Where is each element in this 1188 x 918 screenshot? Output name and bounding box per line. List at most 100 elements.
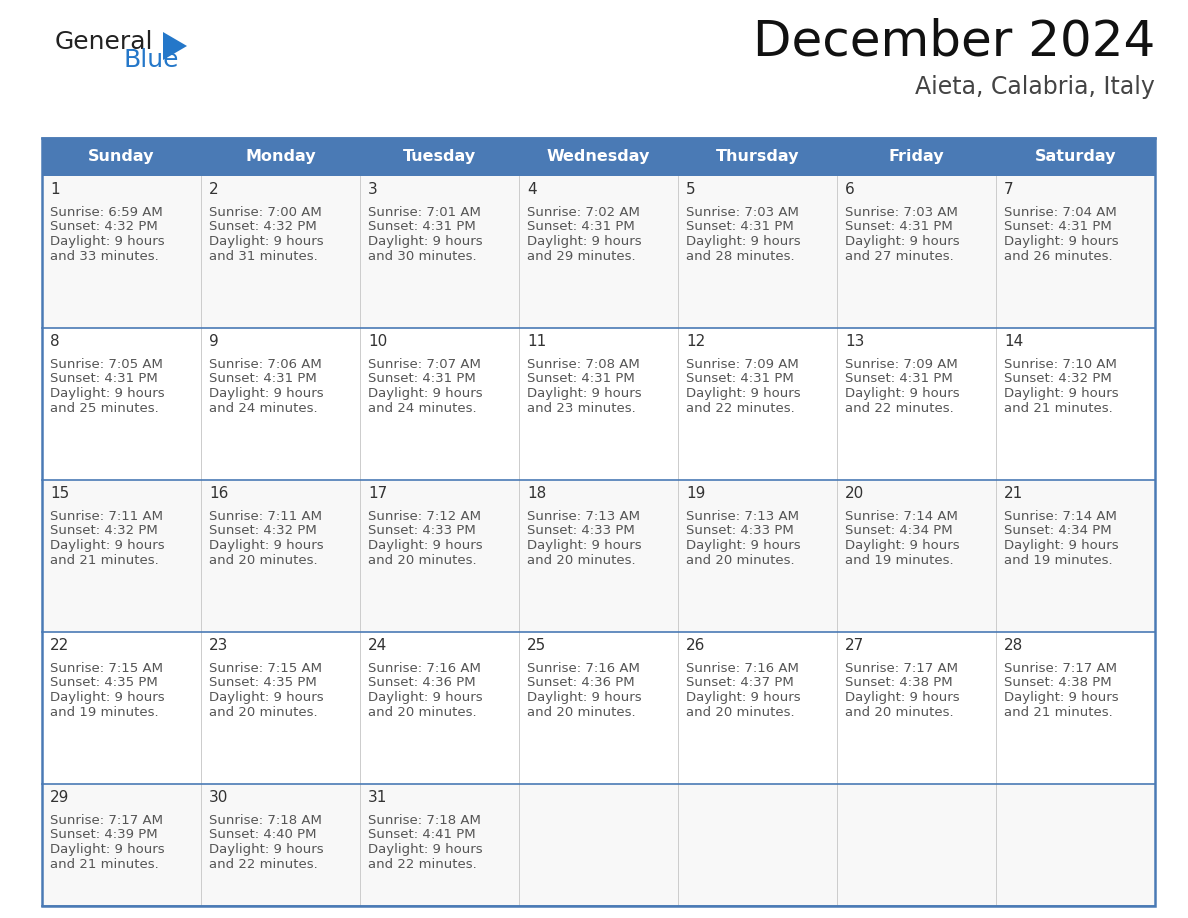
Text: 5: 5 [685, 182, 696, 197]
Text: and 27 minutes.: and 27 minutes. [845, 250, 954, 263]
Text: and 33 minutes.: and 33 minutes. [50, 250, 159, 263]
Text: and 26 minutes.: and 26 minutes. [1004, 250, 1113, 263]
Text: Sunrise: 7:18 AM: Sunrise: 7:18 AM [368, 814, 481, 827]
Text: Sunrise: 7:16 AM: Sunrise: 7:16 AM [685, 662, 798, 675]
Text: Sunset: 4:39 PM: Sunset: 4:39 PM [50, 829, 158, 842]
Text: and 31 minutes.: and 31 minutes. [209, 250, 317, 263]
Text: Sunset: 4:32 PM: Sunset: 4:32 PM [50, 220, 158, 233]
Text: 2: 2 [209, 182, 219, 197]
Bar [678, 138, 838, 176]
Text: 22: 22 [50, 638, 69, 653]
Text: 17: 17 [368, 486, 387, 501]
Bar [360, 138, 519, 176]
Text: Daylight: 9 hours: Daylight: 9 hours [845, 691, 960, 704]
Text: Sunset: 4:35 PM: Sunset: 4:35 PM [50, 677, 158, 689]
Text: and 19 minutes.: and 19 minutes. [50, 706, 159, 719]
Text: 16: 16 [209, 486, 228, 501]
Text: Sunrise: 7:01 AM: Sunrise: 7:01 AM [368, 206, 481, 219]
Text: Daylight: 9 hours: Daylight: 9 hours [527, 387, 642, 400]
Text: Daylight: 9 hours: Daylight: 9 hours [1004, 387, 1119, 400]
Text: Daylight: 9 hours: Daylight: 9 hours [209, 691, 323, 704]
Text: Sunrise: 7:05 AM: Sunrise: 7:05 AM [50, 358, 163, 371]
Text: Sunrise: 7:13 AM: Sunrise: 7:13 AM [527, 510, 640, 523]
Text: Sunrise: 7:11 AM: Sunrise: 7:11 AM [50, 510, 163, 523]
Text: Sunset: 4:38 PM: Sunset: 4:38 PM [1004, 677, 1112, 689]
Text: 20: 20 [845, 486, 864, 501]
Text: Sunset: 4:31 PM: Sunset: 4:31 PM [1004, 220, 1112, 233]
Text: Daylight: 9 hours: Daylight: 9 hours [209, 843, 323, 856]
Text: Sunrise: 7:16 AM: Sunrise: 7:16 AM [527, 662, 640, 675]
Bar [42, 784, 1155, 906]
Text: 6: 6 [845, 182, 854, 197]
Text: Thursday: Thursday [715, 150, 800, 164]
Text: Sunset: 4:34 PM: Sunset: 4:34 PM [1004, 524, 1112, 538]
Text: Sunset: 4:31 PM: Sunset: 4:31 PM [209, 373, 317, 386]
Text: Daylight: 9 hours: Daylight: 9 hours [368, 235, 482, 248]
Text: General: General [55, 30, 153, 54]
Text: Sunrise: 7:09 AM: Sunrise: 7:09 AM [845, 358, 958, 371]
Text: Sunrise: 7:00 AM: Sunrise: 7:00 AM [209, 206, 322, 219]
Text: 13: 13 [845, 334, 865, 349]
Text: Daylight: 9 hours: Daylight: 9 hours [685, 387, 801, 400]
Bar [519, 138, 678, 176]
Text: Sunset: 4:33 PM: Sunset: 4:33 PM [368, 524, 475, 538]
Text: Sunset: 4:31 PM: Sunset: 4:31 PM [845, 373, 953, 386]
Text: Daylight: 9 hours: Daylight: 9 hours [845, 539, 960, 552]
Text: Sunrise: 7:18 AM: Sunrise: 7:18 AM [209, 814, 322, 827]
Text: 28: 28 [1004, 638, 1023, 653]
Text: Daylight: 9 hours: Daylight: 9 hours [527, 539, 642, 552]
Text: Daylight: 9 hours: Daylight: 9 hours [50, 691, 165, 704]
Text: and 28 minutes.: and 28 minutes. [685, 250, 795, 263]
Text: Daylight: 9 hours: Daylight: 9 hours [368, 539, 482, 552]
Text: December 2024: December 2024 [753, 18, 1155, 66]
Bar [42, 138, 1155, 906]
Text: Sunset: 4:31 PM: Sunset: 4:31 PM [50, 373, 158, 386]
Text: Daylight: 9 hours: Daylight: 9 hours [1004, 539, 1119, 552]
Text: Sunrise: 7:15 AM: Sunrise: 7:15 AM [50, 662, 163, 675]
Text: Daylight: 9 hours: Daylight: 9 hours [368, 387, 482, 400]
Text: and 23 minutes.: and 23 minutes. [527, 401, 636, 415]
Text: Sunset: 4:32 PM: Sunset: 4:32 PM [209, 524, 317, 538]
Text: Monday: Monday [245, 150, 316, 164]
Bar [838, 138, 996, 176]
Text: Sunset: 4:33 PM: Sunset: 4:33 PM [685, 524, 794, 538]
Text: Sunrise: 7:17 AM: Sunrise: 7:17 AM [50, 814, 163, 827]
Text: and 20 minutes.: and 20 minutes. [209, 554, 317, 566]
Text: Daylight: 9 hours: Daylight: 9 hours [1004, 691, 1119, 704]
Text: and 20 minutes.: and 20 minutes. [368, 706, 476, 719]
Text: 12: 12 [685, 334, 706, 349]
Text: Sunrise: 7:17 AM: Sunrise: 7:17 AM [845, 662, 958, 675]
Text: Sunday: Sunday [88, 150, 154, 164]
Text: Daylight: 9 hours: Daylight: 9 hours [527, 691, 642, 704]
Text: Sunrise: 7:10 AM: Sunrise: 7:10 AM [1004, 358, 1117, 371]
Text: Sunrise: 7:06 AM: Sunrise: 7:06 AM [209, 358, 322, 371]
Text: 24: 24 [368, 638, 387, 653]
Text: Sunset: 4:32 PM: Sunset: 4:32 PM [1004, 373, 1112, 386]
Text: Saturday: Saturday [1035, 150, 1117, 164]
Text: Blue: Blue [124, 48, 178, 72]
Text: and 20 minutes.: and 20 minutes. [845, 706, 954, 719]
Text: Sunset: 4:34 PM: Sunset: 4:34 PM [845, 524, 953, 538]
Text: and 20 minutes.: and 20 minutes. [685, 706, 795, 719]
Text: and 19 minutes.: and 19 minutes. [845, 554, 954, 566]
Text: Sunset: 4:31 PM: Sunset: 4:31 PM [368, 220, 475, 233]
Text: Daylight: 9 hours: Daylight: 9 hours [368, 843, 482, 856]
Text: Daylight: 9 hours: Daylight: 9 hours [368, 691, 482, 704]
Text: Sunrise: 7:14 AM: Sunrise: 7:14 AM [1004, 510, 1117, 523]
Text: and 21 minutes.: and 21 minutes. [1004, 401, 1113, 415]
Text: Sunrise: 7:17 AM: Sunrise: 7:17 AM [1004, 662, 1117, 675]
Text: and 24 minutes.: and 24 minutes. [368, 401, 476, 415]
Bar [42, 176, 1155, 328]
Text: Sunset: 4:31 PM: Sunset: 4:31 PM [845, 220, 953, 233]
Text: 8: 8 [50, 334, 59, 349]
Text: 7: 7 [1004, 182, 1013, 197]
Text: 29: 29 [50, 790, 69, 805]
Text: Sunrise: 7:03 AM: Sunrise: 7:03 AM [685, 206, 798, 219]
Text: Daylight: 9 hours: Daylight: 9 hours [527, 235, 642, 248]
Text: 18: 18 [527, 486, 546, 501]
Text: Daylight: 9 hours: Daylight: 9 hours [209, 539, 323, 552]
Text: and 19 minutes.: and 19 minutes. [1004, 554, 1113, 566]
Text: Daylight: 9 hours: Daylight: 9 hours [50, 843, 165, 856]
Text: Sunrise: 7:11 AM: Sunrise: 7:11 AM [209, 510, 322, 523]
Text: Sunset: 4:37 PM: Sunset: 4:37 PM [685, 677, 794, 689]
